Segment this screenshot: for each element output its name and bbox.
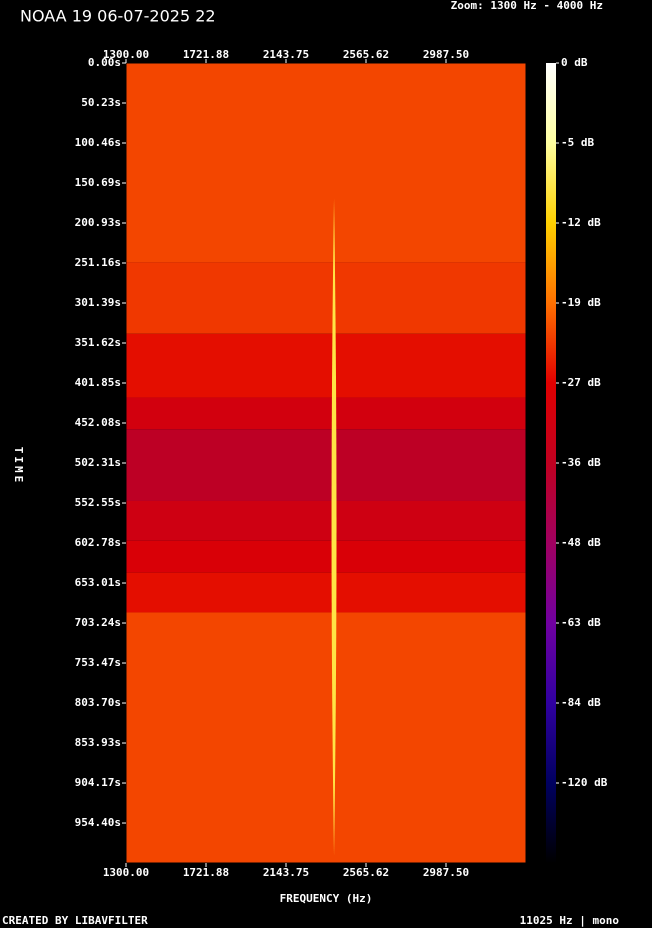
x-tick-label-top: 1300.00 (103, 48, 149, 61)
y-tick-label: 954.40s (75, 816, 121, 829)
y-tick-label: 552.55s (75, 496, 121, 509)
time-band (126, 500, 526, 541)
y-tick-label: 753.47s (75, 656, 121, 669)
colorbar-tick-label: -19 dB (561, 296, 601, 309)
y-tick-label: 653.01s (75, 576, 121, 589)
y-tick-label: 351.62s (75, 336, 121, 349)
time-band (126, 572, 526, 613)
colorbar-tick-label: -5 dB (561, 136, 594, 149)
chart-title: NOAA 19 06-07-2025 22 (20, 7, 216, 26)
colorbar-tick-label: -84 dB (561, 696, 601, 709)
y-tick-label: 803.70s (75, 696, 121, 709)
y-tick-label: 251.16s (75, 256, 121, 269)
time-band (126, 612, 526, 863)
y-tick-label: 502.31s (75, 456, 121, 469)
time-band (126, 429, 526, 501)
colorbar-tick-label: -63 dB (561, 616, 601, 629)
colorbar-tick-label: 0 dB (561, 56, 588, 69)
x-tick-label-bottom: 1300.00 (103, 866, 149, 879)
time-band (126, 540, 526, 573)
x-tick-label-bottom: 2143.75 (263, 866, 309, 879)
y-tick-label: 703.24s (75, 616, 121, 629)
x-axis-label: FREQUENCY (Hz) (280, 892, 373, 905)
y-tick-label: 401.85s (75, 376, 121, 389)
y-tick-label: 0.00s (88, 56, 121, 69)
footer-right: 11025 Hz | mono (520, 914, 620, 927)
colorbar-tick-label: -12 dB (561, 216, 601, 229)
signal-trace (331, 198, 337, 856)
time-band (126, 63, 526, 263)
y-tick-label: 200.93s (75, 216, 121, 229)
footer-left: CREATED BY LIBAVFILTER (2, 914, 148, 927)
colorbar-tick-label: -27 dB (561, 376, 601, 389)
time-band (126, 333, 526, 398)
x-tick-label-top: 2987.50 (423, 48, 469, 61)
time-band (126, 397, 526, 430)
colorbar-tick-label: -120 dB (561, 776, 608, 789)
y-tick-label: 904.17s (75, 776, 121, 789)
x-tick-label-bottom: 1721.88 (183, 866, 229, 879)
y-tick-label: 150.69s (75, 176, 121, 189)
y-tick-label: 100.46s (75, 136, 121, 149)
y-axis-label: TIME (12, 447, 25, 486)
x-tick-label-bottom: 2565.62 (343, 866, 389, 879)
colorbar-tick-label: -48 dB (561, 536, 601, 549)
y-tick-label: 50.23s (81, 96, 121, 109)
x-tick-label-top: 1721.88 (183, 48, 229, 61)
colorbar-tick-label: -36 dB (561, 456, 601, 469)
x-tick-label-top: 2143.75 (263, 48, 309, 61)
y-tick-label: 452.08s (75, 416, 121, 429)
time-band (126, 262, 526, 334)
y-tick-label: 853.93s (75, 736, 121, 749)
x-tick-label-top: 2565.62 (343, 48, 389, 61)
zoom-label: Zoom: 1300 Hz - 4000 Hz (451, 0, 603, 12)
x-tick-label-bottom: 2987.50 (423, 866, 469, 879)
y-tick-label: 301.39s (75, 296, 121, 309)
colorbar (546, 63, 556, 863)
y-tick-label: 602.78s (75, 536, 121, 549)
